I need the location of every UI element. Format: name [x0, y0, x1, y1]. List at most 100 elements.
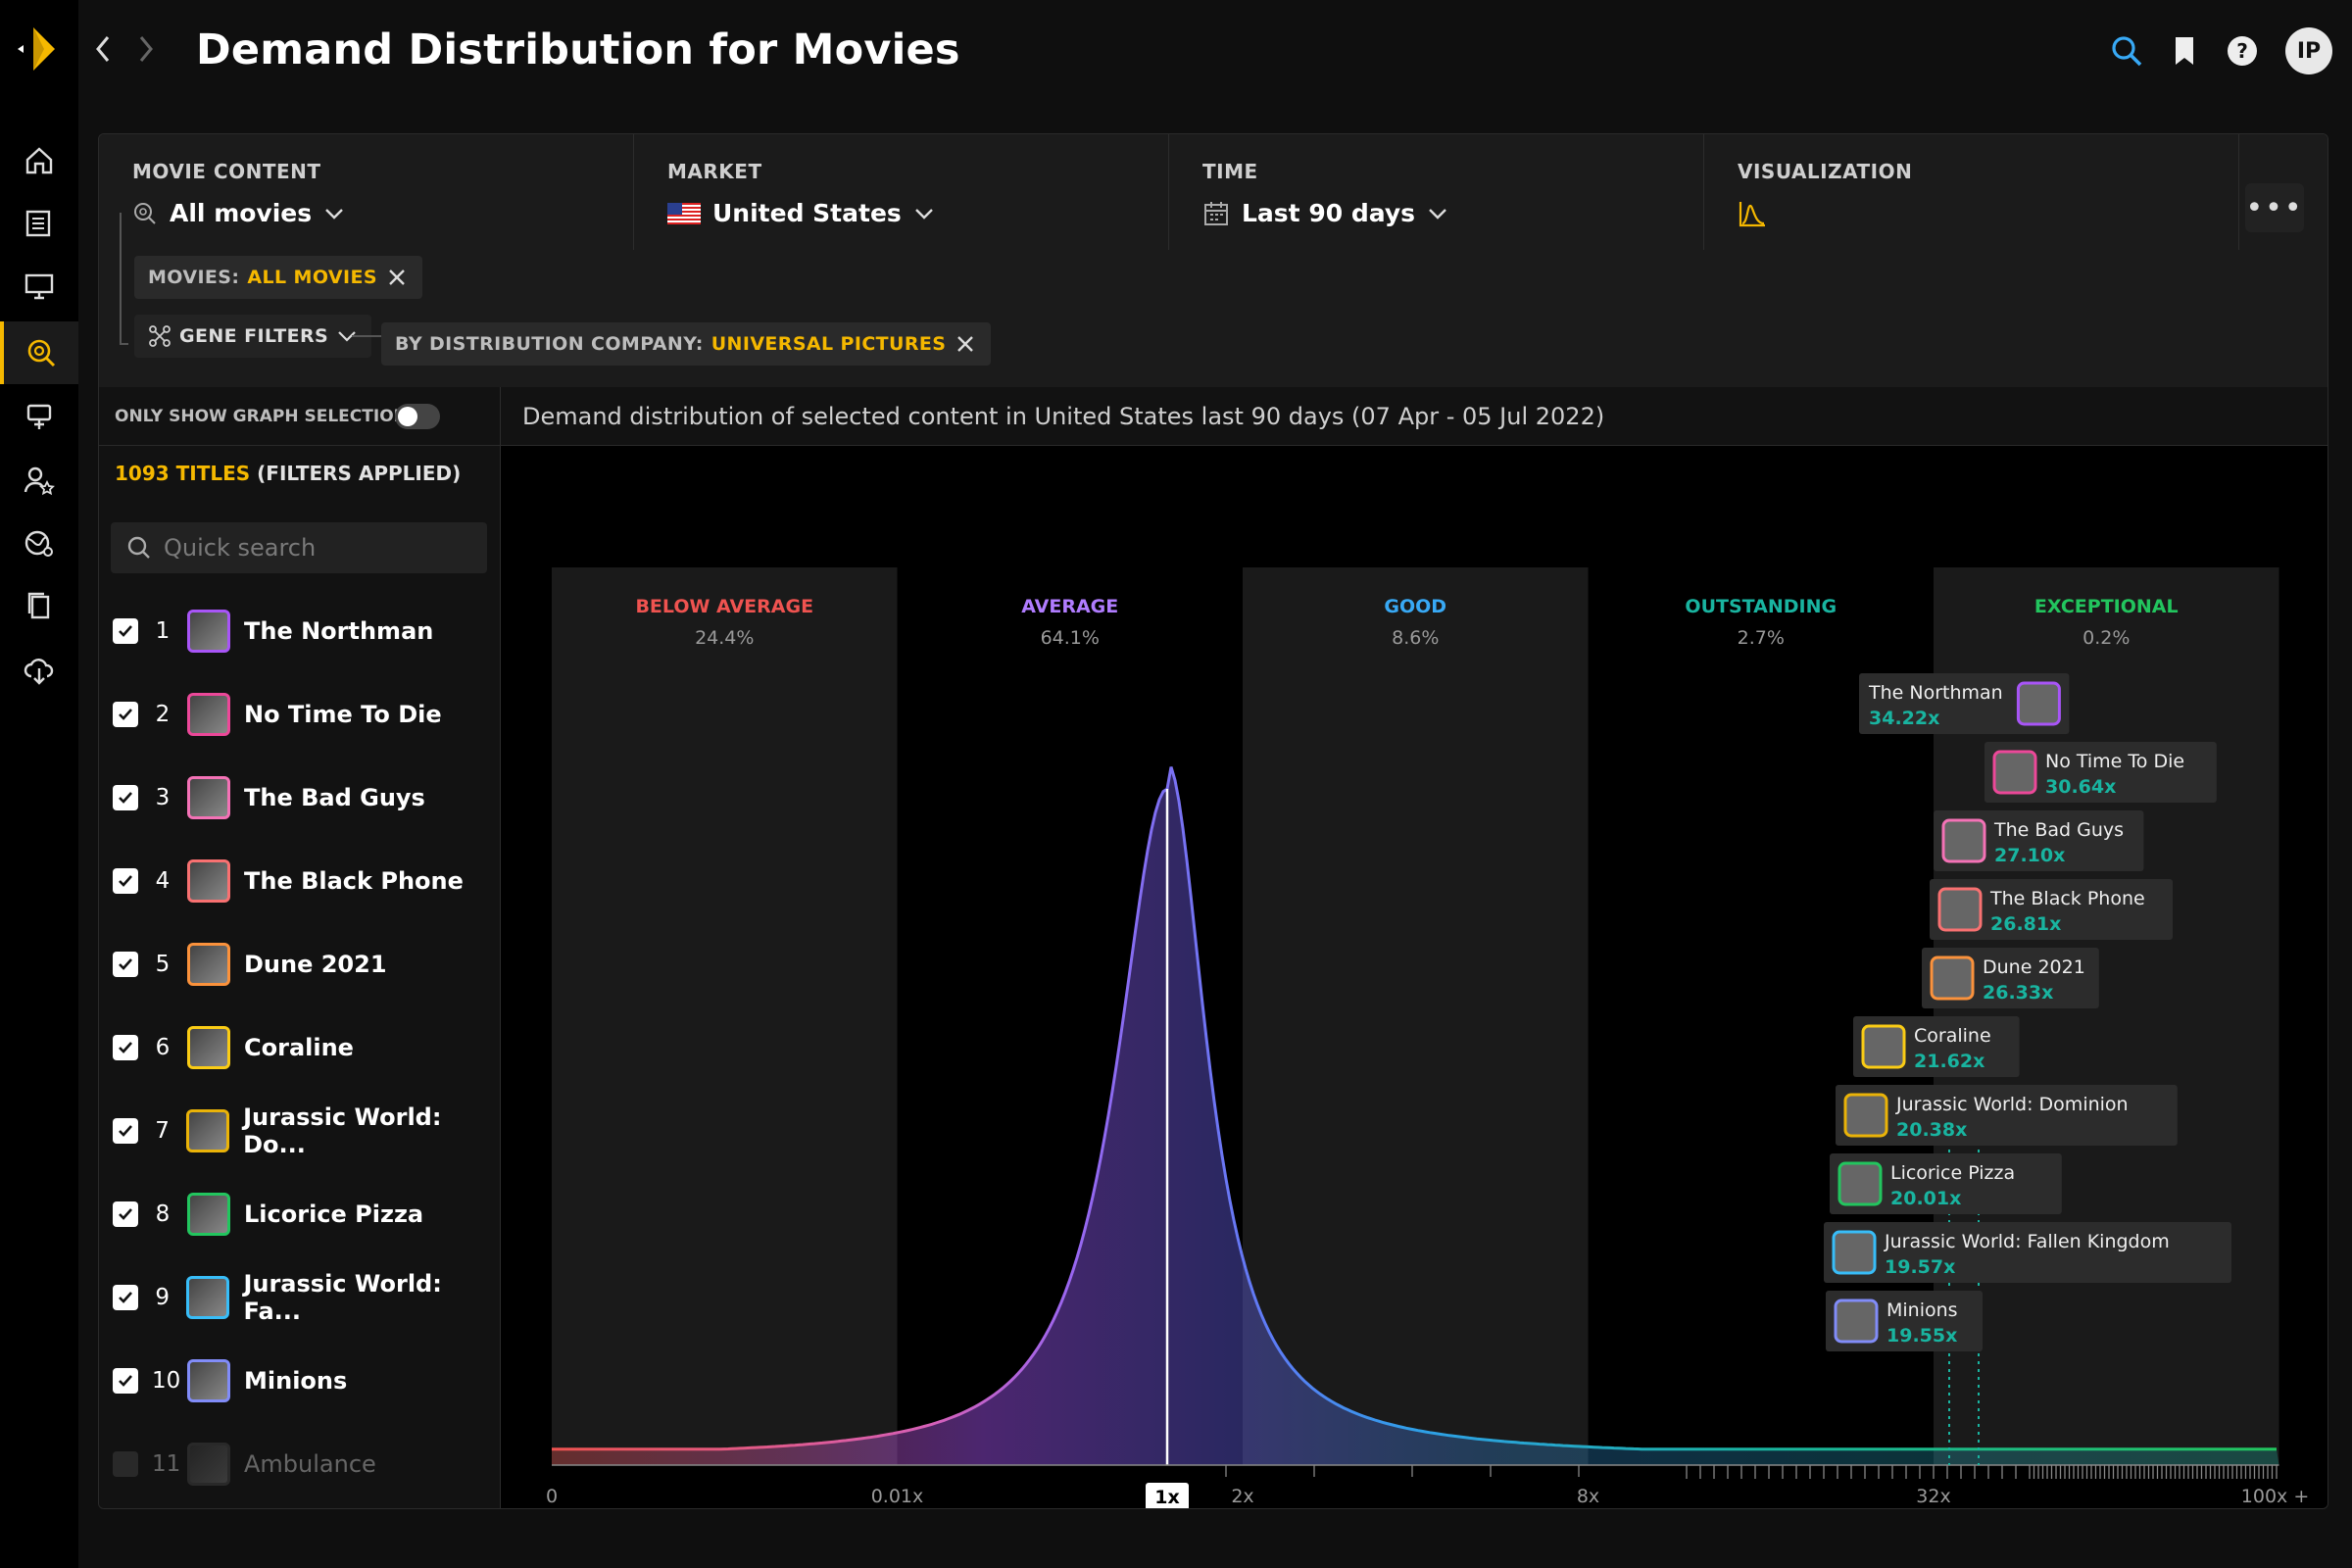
- movie-content-value[interactable]: All movies: [170, 199, 313, 227]
- title-tag[interactable]: No Time To Die 30.64x: [1984, 742, 2217, 803]
- cloud-download-icon[interactable]: [0, 639, 78, 702]
- close-icon[interactable]: [954, 332, 977, 356]
- distribution-company-chip[interactable]: BY DISTRIBUTION COMPANY: UNIVERSAL PICTU…: [381, 322, 992, 366]
- band-percent: 0.2%: [2082, 627, 2130, 649]
- movies-filter-chip[interactable]: MOVIES: ALL MOVIES: [134, 256, 422, 299]
- title-tag[interactable]: Jurassic World: Fallen Kingdom 19.57x: [1824, 1222, 2231, 1283]
- poster-thumbnail: [186, 1108, 230, 1152]
- list-item[interactable]: 11 Ambulance: [99, 1422, 501, 1505]
- poster-thumbnail: [1838, 1161, 1883, 1206]
- globe-icon[interactable]: [0, 512, 78, 574]
- visualization-label: VISUALIZATION: [1738, 160, 1913, 183]
- checkbox[interactable]: [113, 951, 138, 977]
- title-tag[interactable]: The Black Phone 26.81x: [1930, 879, 2173, 940]
- movie-content-label: MOVIE CONTENT: [132, 160, 321, 183]
- svg-text:?: ?: [2236, 39, 2248, 63]
- checkbox[interactable]: [113, 867, 138, 894]
- title-tag[interactable]: Licorice Pizza 20.01x: [1830, 1153, 2062, 1214]
- checkbox[interactable]: [113, 1450, 138, 1477]
- checkbox[interactable]: [113, 701, 138, 727]
- band-label: OUTSTANDING: [1685, 596, 1837, 617]
- checkbox[interactable]: [113, 1200, 138, 1227]
- band-percent: 24.4%: [695, 627, 754, 649]
- title-tag[interactable]: Dune 2021 26.33x: [1922, 948, 2099, 1008]
- distribution-chart: BELOW AVERAGE 24.4% AVERAGE 64.1% GOOD 8.6% OU…: [546, 567, 2309, 1508]
- checkbox[interactable]: [113, 784, 138, 810]
- x-tick-label: 32x: [1916, 1486, 1950, 1507]
- title-tag[interactable]: Minions 19.55x: [1826, 1291, 1983, 1351]
- checkbox[interactable]: [113, 617, 138, 644]
- list-item[interactable]: 6 Coraline: [99, 1005, 501, 1089]
- chevron-down-icon[interactable]: [1427, 207, 1448, 220]
- documents-icon[interactable]: [0, 574, 78, 637]
- help-icon[interactable]: ?: [2225, 33, 2260, 69]
- list-item[interactable]: 8 Licorice Pizza: [99, 1172, 501, 1255]
- title-label: Dune 2021: [244, 950, 387, 978]
- band-percent: 64.1%: [1041, 627, 1100, 649]
- list-item[interactable]: 7 Jurassic World: Do...: [99, 1089, 501, 1172]
- title-tag[interactable]: The Northman 34.22x: [1859, 673, 2070, 734]
- poster-thumbnail: [187, 609, 230, 653]
- forward-arrow-icon[interactable]: [135, 29, 157, 69]
- title-label: Licorice Pizza: [244, 1200, 424, 1228]
- back-arrow-icon[interactable]: [92, 29, 114, 69]
- search-icon[interactable]: [2109, 33, 2144, 69]
- rank: 2: [155, 701, 171, 727]
- list-item[interactable]: 2 No Time To Die: [99, 672, 501, 756]
- talent-icon[interactable]: [0, 449, 78, 512]
- visualization-filter[interactable]: VISUALIZATION: [1704, 134, 2239, 250]
- gene-filters-button[interactable]: GENE FILTERS: [134, 315, 372, 358]
- demand-explore-icon[interactable]: [0, 321, 78, 384]
- rank: 4: [155, 867, 171, 894]
- market-filter[interactable]: MARKET United States: [634, 134, 1169, 250]
- checkbox[interactable]: [113, 1284, 138, 1310]
- poster-thumbnail: [187, 1025, 230, 1069]
- checkbox[interactable]: [113, 1367, 138, 1394]
- list-item[interactable]: 5 Dune 2021: [99, 922, 501, 1005]
- app-logo[interactable]: [12, 22, 67, 76]
- close-icon[interactable]: [385, 266, 409, 289]
- title-tag[interactable]: Jurassic World: Dominion 20.38x: [1836, 1085, 2178, 1146]
- list-item[interactable]: 3 The Bad Guys: [99, 756, 501, 839]
- title-tag-name: Jurassic World: Fallen Kingdom: [1884, 1231, 2170, 1252]
- list-item[interactable]: 10 Minions: [99, 1339, 501, 1422]
- chevron-down-icon[interactable]: [336, 329, 358, 343]
- graph-selection-toggle[interactable]: [395, 404, 440, 429]
- band-percent: 8.6%: [1392, 627, 1439, 649]
- title-tag[interactable]: The Bad Guys 27.10x: [1934, 810, 2144, 871]
- time-filter[interactable]: TIME Last 90 days: [1169, 134, 1704, 250]
- chart-subtitle: Demand distribution of selected content …: [501, 387, 2328, 446]
- list-item[interactable]: 4 The Black Phone: [99, 839, 501, 922]
- checkbox[interactable]: [113, 1117, 138, 1144]
- checkbox[interactable]: [113, 1034, 138, 1060]
- chevron-down-icon[interactable]: [913, 207, 935, 220]
- home-icon[interactable]: [0, 129, 78, 192]
- title-tag-name: No Time To Die: [2045, 751, 2184, 772]
- list-item[interactable]: 1 The Northman: [99, 589, 501, 672]
- band-background: [1243, 567, 1589, 1465]
- movie-content-filter[interactable]: MOVIE CONTENT All movies: [99, 134, 634, 250]
- titles-count-suffix: (FILTERS APPLIED): [257, 462, 462, 485]
- title-tag[interactable]: Coraline 21.62x: [1853, 1016, 2020, 1077]
- broadcast-icon[interactable]: [0, 386, 78, 449]
- distribution-chart-icon[interactable]: [1738, 199, 1767, 228]
- avatar[interactable]: IP: [2285, 27, 2332, 74]
- chevron-down-icon[interactable]: [323, 207, 345, 220]
- chip-value: ALL MOVIES: [247, 267, 377, 288]
- title-label: The Bad Guys: [244, 783, 425, 811]
- bookmark-icon[interactable]: [2170, 33, 2199, 69]
- us-flag-icon: [667, 202, 701, 224]
- title-tag-value: 34.22x: [1869, 708, 1939, 729]
- time-value[interactable]: Last 90 days: [1242, 199, 1416, 227]
- list-item[interactable]: 9 Jurassic World: Fa...: [99, 1255, 501, 1339]
- poster-thumbnail: [1941, 818, 1986, 863]
- poster-thumbnail: [187, 692, 230, 736]
- x-tick-label: 8x: [1577, 1486, 1599, 1507]
- title-label: Jurassic World: Do...: [243, 1102, 442, 1158]
- news-icon[interactable]: [0, 192, 78, 255]
- market-value[interactable]: United States: [712, 199, 902, 227]
- poster-thumbnail: [187, 1442, 230, 1486]
- monitor-icon[interactable]: [0, 255, 78, 318]
- more-options-button[interactable]: •••: [2245, 183, 2304, 232]
- quick-search-input[interactable]: [164, 534, 477, 562]
